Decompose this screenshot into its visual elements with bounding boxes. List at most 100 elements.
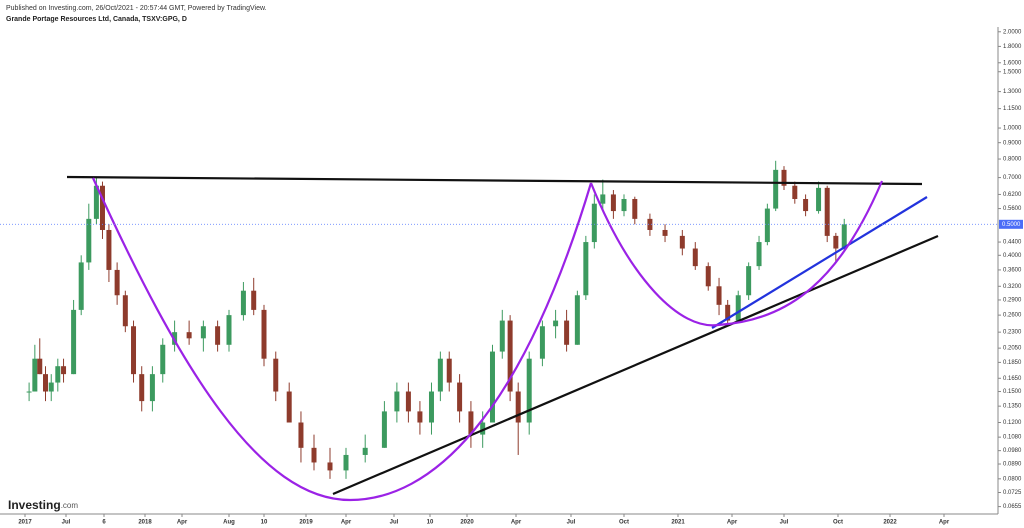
candle-body <box>160 344 166 375</box>
x-tick-label: Apr <box>939 520 950 526</box>
candle-body <box>149 374 155 402</box>
candle-body <box>773 169 779 209</box>
candle-body <box>610 194 616 212</box>
x-tick-label: Apr <box>341 520 352 526</box>
candle-body <box>122 295 128 327</box>
candle-body <box>833 235 839 249</box>
candle-body <box>86 218 92 263</box>
candle-body <box>43 374 48 392</box>
candle-body <box>499 320 505 352</box>
y-tick-label: 0.0980 <box>1003 448 1022 454</box>
support-line <box>332 234 939 496</box>
candle-body <box>26 391 32 393</box>
candle-body <box>273 358 279 392</box>
candle-body <box>114 269 120 296</box>
y-tick-label: 2.0000 <box>1003 29 1022 35</box>
candle-body <box>55 366 61 383</box>
candle-body <box>200 326 206 339</box>
candle-body <box>327 462 333 471</box>
candles <box>26 160 847 479</box>
candle-body <box>591 203 597 243</box>
candle-body <box>286 391 292 423</box>
last-price-label: 0.5000 <box>1002 222 1021 228</box>
y-tick-label: 0.1850 <box>1003 360 1022 366</box>
candle-body <box>61 366 67 375</box>
candle-body <box>583 242 589 296</box>
logo: Investing.com <box>8 498 78 512</box>
x-tick-label: 10 <box>261 520 268 526</box>
x-tick-label: 10 <box>427 520 434 526</box>
x-tick-label: Jul <box>62 520 71 526</box>
candle-body <box>186 332 192 339</box>
candle-body <box>343 454 349 471</box>
candle-body <box>381 411 387 448</box>
cup-curve <box>589 180 884 327</box>
y-tick-label: 0.2050 <box>1003 346 1022 352</box>
y-tick-label: 0.0725 <box>1003 490 1022 496</box>
x-tick-label: Apr <box>511 520 522 526</box>
y-tick-label: 1.6000 <box>1003 60 1022 66</box>
candle-body <box>251 290 257 310</box>
candle-body <box>647 218 653 230</box>
y-tick-label: 0.8000 <box>1003 157 1022 163</box>
x-tick-label: Jul <box>780 520 789 526</box>
candle-body <box>405 391 411 412</box>
x-tick-label: 2021 <box>671 520 685 526</box>
candle-body <box>93 185 99 219</box>
candle-body <box>362 447 368 455</box>
candle-body <box>632 198 638 219</box>
candle-body <box>692 248 698 267</box>
logo-suffix: .com <box>61 501 79 510</box>
candle-body <box>48 382 54 392</box>
candle-body <box>816 187 822 212</box>
drawings <box>66 175 939 502</box>
candle-body <box>240 290 246 316</box>
candle-body <box>764 208 770 243</box>
candle-body <box>539 326 545 359</box>
y-tick-label: 0.6200 <box>1003 192 1022 198</box>
y-tick-label: 0.1200 <box>1003 420 1022 426</box>
x-tick-label: 2018 <box>138 520 152 526</box>
x-tick-label: Aug <box>223 520 235 526</box>
cup-curve <box>91 177 593 502</box>
y-tick-label: 0.2600 <box>1003 313 1022 319</box>
y-tick-label: 0.4000 <box>1003 253 1022 259</box>
candle-body <box>705 266 711 287</box>
y-tick-label: 1.0000 <box>1003 126 1022 132</box>
y-tick-label: 1.5000 <box>1003 69 1022 75</box>
candle-body <box>621 198 627 212</box>
candle-body <box>139 374 145 402</box>
candle-body <box>428 391 434 423</box>
candle-body <box>526 358 532 423</box>
candle-body <box>824 187 830 236</box>
candle-body <box>507 320 513 392</box>
x-tick-label: 2020 <box>460 520 474 526</box>
trend-line <box>711 196 928 329</box>
chart-title: Grande Portage Resources Ltd, Canada, TS… <box>6 16 187 23</box>
candle-body <box>32 358 38 392</box>
y-tick-label: 0.1350 <box>1003 404 1022 410</box>
x-tick-label: 2017 <box>18 520 32 526</box>
candle-body <box>311 447 317 463</box>
logo-text: Investing.com <box>8 498 78 512</box>
candle-body <box>792 185 798 199</box>
x-tick-label: Oct <box>833 520 843 526</box>
candle-body <box>746 266 752 296</box>
candle-body <box>841 224 847 249</box>
x-tick-label: Apr <box>177 520 188 526</box>
y-tick-label: 0.5600 <box>1003 206 1022 212</box>
y-tick-label: 0.3200 <box>1003 284 1022 290</box>
candle-body <box>564 320 570 345</box>
candle-body <box>437 358 443 392</box>
candle-body <box>574 295 580 345</box>
candle-body <box>489 351 495 423</box>
x-tick-label: 2022 <box>883 520 897 526</box>
x-tick-label: Oct <box>619 520 629 526</box>
candle-body <box>735 295 741 321</box>
candle-body <box>480 422 486 435</box>
y-tick-label: 0.4400 <box>1003 240 1022 246</box>
candle-body <box>716 286 722 305</box>
candle-body <box>417 411 423 423</box>
candle-body <box>457 382 463 412</box>
